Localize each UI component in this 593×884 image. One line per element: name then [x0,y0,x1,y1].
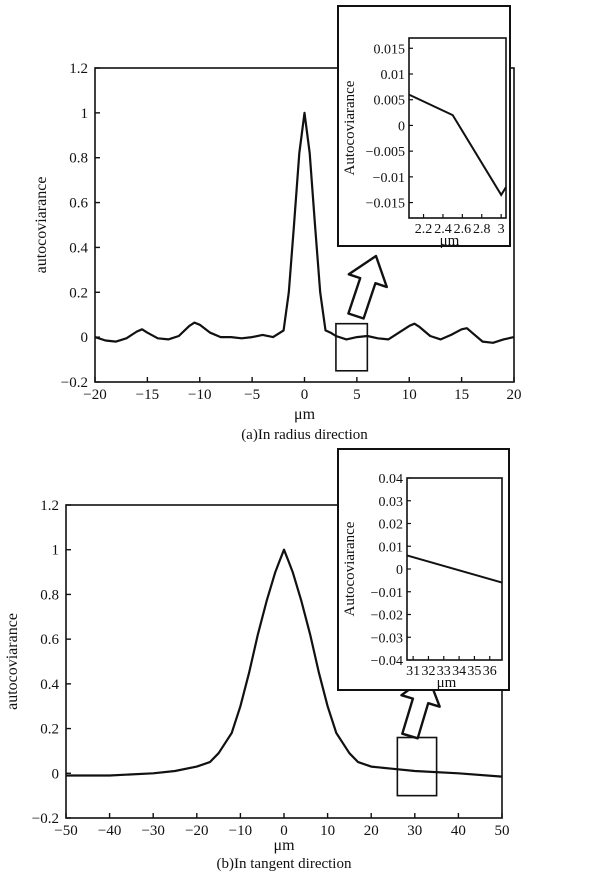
inset-x-tick-label: 2.4 [434,222,452,237]
x-tick-label: −10 [188,387,211,403]
x-tick-label: −30 [141,823,164,839]
inset-x-axis-label: μm [440,233,460,249]
x-tick-label: 50 [495,823,510,839]
inset-y-tick-label: 0.04 [379,472,404,487]
x-tick-label: 0 [301,387,309,403]
inset-y-tick-label: 0 [396,563,403,578]
y-tick-label: 0.8 [69,151,88,167]
inset-y-tick-label: −0.02 [371,609,403,624]
x-tick-label: 20 [507,387,522,403]
x-tick-label: 10 [320,823,335,839]
inset-frame [337,448,510,691]
x-axis-label: μm [294,406,316,423]
y-tick-label: 1 [81,106,89,122]
inset-x-tick-label: 33 [437,664,451,679]
x-tick-label: 5 [353,387,361,403]
series-line [66,548,503,778]
y-tick-label: −0.2 [32,811,59,827]
x-tick-label: 10 [402,387,417,403]
inset-y-tick-label: −0.015 [366,197,405,212]
y-tick-label: 0 [52,766,60,782]
y-tick-label: 1 [52,543,60,559]
inset-x-tick-label: 36 [483,664,497,679]
inset-x-tick-label: 32 [421,664,435,679]
inset-y-axis-label: Autocoviarance [342,80,358,175]
inset-plot-frame [408,37,507,219]
chart-radius-direction: −0.2 0 0.2 0.4 0.6 0.8 1 1.2 −20 −15 −10 −5 0 5 10 15 20… [33,5,522,443]
chart-tangent-direction: −0.2 0 0.2 0.4 0.6 0.8 1 1.2 −50 −40 −30 −20 −10 0 10 2… [4,448,510,872]
zoom-arrow-icon [347,254,388,320]
y-tick-label: 0.8 [40,587,59,603]
inset-x-tick-label: 35 [467,664,481,679]
series-line [94,111,515,344]
inset-x-tick-label: 2.2 [415,222,433,237]
x-tick-label: 15 [454,387,469,403]
x-tick-label: −20 [83,387,106,403]
y-axis-label: autocoviarance [33,177,50,274]
inset-y-tick-label: 0.005 [374,94,406,109]
inset-x-tick-label: 2.8 [473,222,491,237]
chart-caption: (a)In radius direction [241,427,368,443]
inset-y-tick-label: −0.04 [371,654,403,669]
x-tick-label: −50 [54,823,77,839]
y-tick-label: −0.2 [61,375,88,391]
y-tick-label: 0.2 [40,722,59,738]
inset-y-tick-label: −0.03 [371,631,403,646]
inset-series-line [406,554,503,584]
x-tick-label: −15 [136,387,159,403]
x-tick-label: 20 [364,823,379,839]
inset-y-tick-label: 0.03 [379,495,404,510]
x-tick-label: −20 [185,823,208,839]
chart-caption: (b)In tangent direction [217,856,352,872]
y-tick-label: 0.4 [40,677,59,693]
y-tick-label: 0.6 [69,196,88,212]
y-tick-label: 0.6 [40,632,59,648]
x-tick-label: −10 [229,823,252,839]
inset-y-tick-label: 0.02 [379,518,404,533]
y-tick-label: 0.2 [69,285,88,301]
y-tick-label: 1.2 [69,61,88,77]
inset-y-tick-label: −0.01 [371,586,403,601]
y-tick-label: 0 [81,330,89,346]
inset-y-tick-label: 0.015 [374,42,406,57]
x-tick-label: 0 [280,823,288,839]
inset-x-tick-label: 2.6 [454,222,472,237]
y-axis-label: autocoviarance [4,613,21,710]
inset-y-tick-label: −0.005 [366,145,405,160]
x-tick-label: 40 [451,823,466,839]
inset-x-tick-label: 34 [452,664,466,679]
inset-y-tick-label: −0.01 [373,171,405,186]
x-axis-label: μm [273,837,295,854]
inset-x-axis-label: μm [437,675,457,691]
inset-y-tick-label: 0.01 [379,540,404,555]
inset-x-tick-label: 3 [498,222,505,237]
zoom-box [335,322,369,372]
inset-series-line [408,93,507,197]
y-tick-label: 0.4 [69,240,88,256]
inset-y-tick-label: 0 [398,119,405,134]
inset-frame [337,5,511,247]
inset-y-axis-label: Autocoviarance [342,521,358,616]
zoom-box [396,736,438,797]
x-tick-label: −40 [98,823,121,839]
x-tick-label: 30 [407,823,422,839]
x-tick-label: −5 [244,387,260,403]
inset-x-tick-label: 31 [406,664,420,679]
inset-y-tick-label: 0.01 [381,68,406,83]
y-tick-label: 1.2 [40,498,59,514]
